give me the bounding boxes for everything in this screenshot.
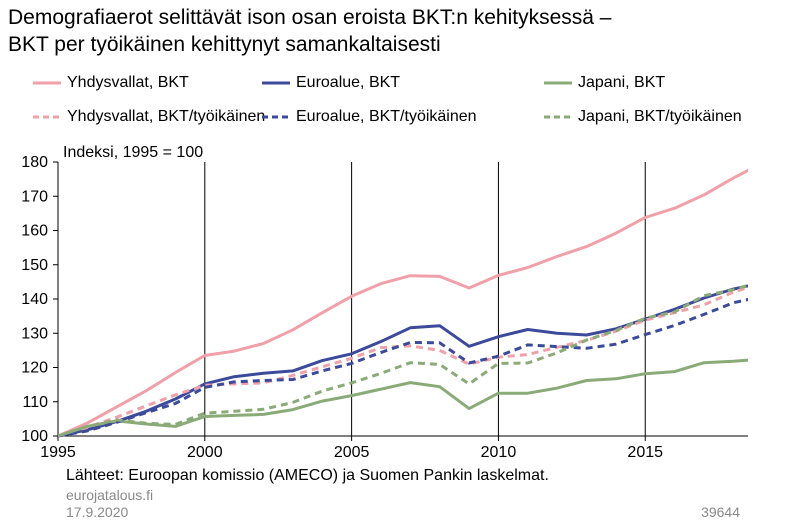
legend-label: Yhdysvallat, BKT	[67, 74, 189, 91]
x-tick-label: 2005	[334, 444, 370, 461]
publish-date: 17.9.2020	[66, 504, 129, 520]
legend-item-ea-gdp: Euroalue, BKT	[262, 74, 400, 92]
site-name: eurojatalous.fi	[66, 487, 154, 503]
source-note: Lähteet: Euroopan komissio (AMECO) ja Su…	[66, 467, 549, 484]
legend-item-us-gdp-per-working-age: Yhdysvallat, BKT/työikäinen	[33, 108, 265, 126]
title-line-1: Demografiaerot selittävät ison osan eroi…	[8, 6, 612, 29]
series-line-4	[58, 298, 748, 438]
x-tick-label: 1995	[40, 444, 76, 461]
chart-title: Demografiaerot selittävät ison osan eroi…	[8, 4, 798, 58]
y-tick-label: 180	[21, 154, 48, 171]
y-tick-label: 130	[21, 325, 48, 342]
legend-label: Yhdysvallat, BKT/työikäinen	[67, 108, 266, 125]
legend: Yhdysvallat, BKT Euroalue, BKT Japani, B…	[0, 74, 800, 134]
x-tick-label: 2015	[627, 444, 663, 461]
series-line-5	[58, 283, 748, 438]
y-tick-label: 120	[21, 360, 48, 377]
series-line-0	[58, 168, 748, 438]
legend-item-jp-gdp-per-working-age: Japani, BKT/työikäinen	[544, 108, 742, 126]
y-tick-label: 150	[21, 257, 48, 274]
y-tick-label: 170	[21, 188, 48, 205]
chart-code: 39644	[701, 504, 740, 520]
legend-label: Euroalue, BKT	[296, 74, 401, 91]
line-chart: Indeksi, 1995 = 100 100 110 120 130 140 150 160…	[21, 144, 748, 461]
y-tick-label: 100	[21, 428, 48, 445]
legend-item-jp-gdp: Japani, BKT	[544, 74, 665, 92]
legend-label: Japani, BKT/työikäinen	[578, 108, 742, 125]
x-tick-label: 2010	[481, 444, 517, 461]
title-line-2: BKT per työikäinen kehittynyt samankalta…	[8, 33, 441, 56]
y-tick-label: 140	[21, 291, 48, 308]
series-line-1	[58, 284, 748, 438]
x-tick-label: 2000	[187, 444, 223, 461]
series-line-2	[58, 358, 748, 438]
y-tick-label: 110	[22, 394, 48, 411]
legend-label: Euroalue, BKT/työikäinen	[296, 108, 477, 125]
legend-item-ea-gdp-per-working-age: Euroalue, BKT/työikäinen	[262, 108, 477, 126]
y-tick-label: 160	[21, 223, 48, 240]
series-line-3	[58, 285, 748, 438]
y-axis-label: Indeksi, 1995 = 100	[63, 144, 203, 161]
legend-label: Japani, BKT	[578, 74, 666, 91]
legend-item-us-gdp: Yhdysvallat, BKT	[33, 74, 189, 92]
